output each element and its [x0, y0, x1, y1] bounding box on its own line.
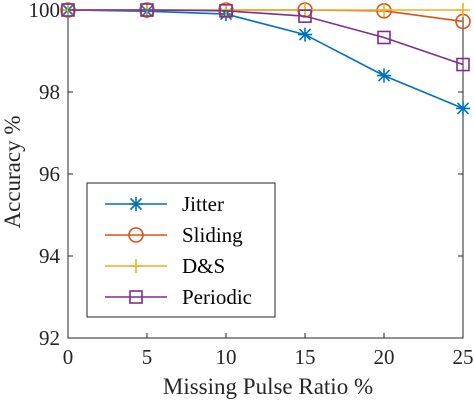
- series-line-jitter: [67, 9, 464, 110]
- legend-label-sliding: Sliding: [182, 223, 243, 247]
- legend: Jitter Sliding D&S Periodic: [86, 182, 276, 318]
- legend-item-jitter: Jitter: [105, 192, 224, 216]
- legend-marker-sliding: [128, 227, 144, 243]
- data-point-d-s: [377, 3, 391, 17]
- data-point-periodic: [140, 3, 154, 17]
- x-tick-label: 5: [142, 345, 153, 369]
- y-tick-label: 92: [39, 326, 60, 350]
- y-tick-label: 100: [29, 0, 61, 22]
- data-point-periodic: [61, 3, 75, 17]
- y-axis-title-group: Accuracy %: [0, 115, 25, 228]
- legend-box: [86, 182, 276, 318]
- y-tick-label: 94: [39, 244, 61, 268]
- data-point-jitter: [298, 27, 312, 42]
- y-axis: 92 94 96 98 100: [29, 0, 463, 350]
- y-tick-label: 98: [39, 80, 60, 104]
- x-tick-label: 10: [216, 345, 237, 369]
- data-point-jitter: [377, 68, 391, 83]
- data-point-d-s: [456, 3, 470, 17]
- data-point-jitter: [456, 101, 470, 116]
- legend-label-periodic: Periodic: [182, 285, 252, 309]
- x-tick-label: 25: [453, 345, 474, 369]
- series-periodic: [61, 3, 470, 72]
- legend-item-d-s: D&S: [105, 254, 225, 278]
- legend-marker-periodic: [129, 290, 143, 304]
- legend-item-periodic: Periodic: [105, 285, 252, 309]
- legend-marker-jitter: [129, 197, 143, 211]
- x-tick-label: 0: [63, 345, 74, 369]
- x-axis: 0 5 10 15 20 25: [63, 10, 474, 369]
- legend-marker-d-s: [129, 259, 143, 273]
- x-tick-label: 15: [295, 345, 316, 369]
- x-tick-label: 20: [374, 345, 395, 369]
- legend-label-d-s: D&S: [182, 254, 225, 278]
- x-axis-title: Missing Pulse Ratio %: [163, 374, 373, 399]
- y-tick-label: 96: [39, 162, 60, 186]
- legend-item-sliding: Sliding: [105, 223, 243, 247]
- legend-label-jitter: Jitter: [182, 192, 224, 216]
- data-point-periodic: [377, 30, 391, 45]
- data-point-periodic: [298, 9, 312, 23]
- series-line-periodic: [68, 9, 464, 66]
- data-point-periodic: [219, 4, 233, 18]
- data-point-periodic: [456, 57, 470, 72]
- y-axis-title: Accuracy %: [0, 115, 25, 228]
